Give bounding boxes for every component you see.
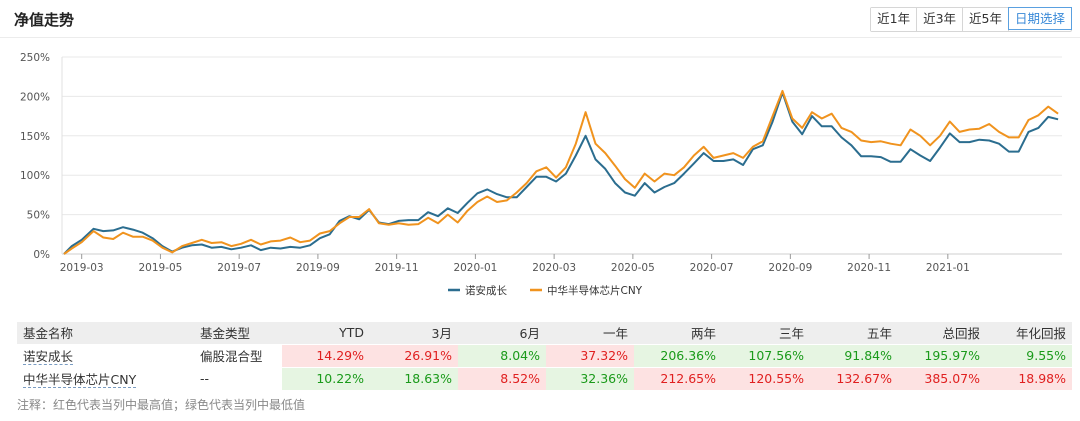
y-tick-label: 150% <box>20 131 50 143</box>
x-tick-label: 2019-05 <box>138 262 182 274</box>
y-tick-label: 250% <box>20 52 50 64</box>
nav-chart-svg: 0% 50% 100% 150% 200% 250% 2019-03 2019-05 2019-… <box>20 52 1062 297</box>
return-cell: 37.32% <box>546 343 634 367</box>
return-cell: 212.65% <box>634 366 722 390</box>
series-line-1 <box>63 89 1059 255</box>
return-cell: 26.91% <box>370 343 458 367</box>
x-tick-label: 2020-03 <box>532 262 576 274</box>
column-header: YTD <box>282 322 370 344</box>
range-button-0[interactable]: 近1年 <box>871 8 918 31</box>
y-tick-label: 50% <box>27 210 50 222</box>
range-button-group: 近1年 近3年 近5年 日期选择 <box>870 7 1072 32</box>
range-button-1[interactable]: 近3年 <box>917 8 964 31</box>
column-header: 基金类型 <box>194 322 282 344</box>
column-header: 总回报 <box>898 322 986 344</box>
return-cell: 9.55% <box>986 343 1072 367</box>
x-tick-label: 2021-01 <box>926 262 970 274</box>
return-cell: 18.63% <box>370 366 458 390</box>
x-tick-label: 2020-09 <box>768 262 812 274</box>
fund-type-cell: -- <box>194 366 282 390</box>
return-cell: 10.22% <box>282 366 370 390</box>
legend-label-0: 诺安成长 <box>465 284 507 297</box>
page-title: 净值走势 <box>14 11 75 29</box>
column-header: 一年 <box>546 322 634 344</box>
column-header: 两年 <box>634 322 722 344</box>
nav-chart: 0% 50% 100% 150% 200% 250% 2019-03 2019-05 2019-… <box>0 40 1080 310</box>
range-button-2[interactable]: 近5年 <box>963 8 1009 31</box>
return-cell: 18.98% <box>986 366 1072 390</box>
fund-name-link[interactable]: 中华半导体芯片CNY <box>23 372 137 389</box>
x-tick-label: 2020-05 <box>611 262 655 274</box>
table-header-row: 基金名称 基金类型 YTD 3月 6月 一年 两年 三年 五年 总回报 年化回报 <box>17 322 1072 344</box>
x-tick-label: 2020-07 <box>690 262 734 274</box>
chart-header: 净值走势 近1年 近3年 近5年 日期选择 <box>0 0 1080 38</box>
column-header: 五年 <box>810 322 898 344</box>
return-cell: 91.84% <box>810 343 898 367</box>
legend-label-1: 中华半导体芯片CNY <box>547 284 643 297</box>
return-cell: 32.36% <box>546 366 634 390</box>
column-header: 三年 <box>722 322 810 344</box>
x-tick-label: 2019-09 <box>296 262 340 274</box>
return-cell: 132.67% <box>810 366 898 390</box>
column-header: 6月 <box>458 322 546 344</box>
return-cell: 385.07% <box>898 366 986 390</box>
x-tick-label: 2019-11 <box>375 262 419 274</box>
fund-name-cell: 诺安成长 <box>17 343 194 367</box>
fund-type-cell: 偏股混合型 <box>194 343 282 367</box>
table-note: 注释：红色代表当列中最高值；绿色代表当列中最低值 <box>17 398 306 412</box>
fund-name-cell: 中华半导体芯片CNY <box>17 366 194 390</box>
column-header: 基金名称 <box>17 322 194 344</box>
x-tick-label: 2020-11 <box>847 262 891 274</box>
x-tick-label: 2020-01 <box>453 262 497 274</box>
return-cell: 8.52% <box>458 366 546 390</box>
table-body: 诺安成长 偏股混合型 14.29% 26.91% 8.04% 37.32% 206.36% 1… <box>17 343 1072 390</box>
performance-table: 基金名称 基金类型 YTD 3月 6月 一年 两年 三年 五年 总回报 年化回报 诺安成长 偏股混合型… <box>17 322 1072 390</box>
table-row: 中华半导体芯片CNY -- 10.22% 18.63% 8.52% 32.36% 212.6… <box>17 366 1072 390</box>
column-header: 3月 <box>370 322 458 344</box>
return-cell: 8.04% <box>458 343 546 367</box>
table-row: 诺安成长 偏股混合型 14.29% 26.91% 8.04% 37.32% 206.36% 1… <box>17 343 1072 367</box>
series-line-0 <box>63 91 1059 255</box>
column-header: 年化回报 <box>986 322 1072 344</box>
return-cell: 195.97% <box>898 343 986 367</box>
x-tick-label: 2019-03 <box>60 262 104 274</box>
return-cell: 14.29% <box>282 343 370 367</box>
fund-name-link[interactable]: 诺安成长 <box>23 349 74 365</box>
y-tick-label: 0% <box>33 249 50 261</box>
y-tick-label: 200% <box>20 91 50 103</box>
y-tick-label: 100% <box>20 170 50 182</box>
return-cell: 206.36% <box>634 343 722 367</box>
range-button-3[interactable]: 日期选择 <box>1007 7 1072 30</box>
return-cell: 120.55% <box>722 366 810 390</box>
x-tick-label: 2019-07 <box>217 262 261 274</box>
return-cell: 107.56% <box>722 343 810 367</box>
